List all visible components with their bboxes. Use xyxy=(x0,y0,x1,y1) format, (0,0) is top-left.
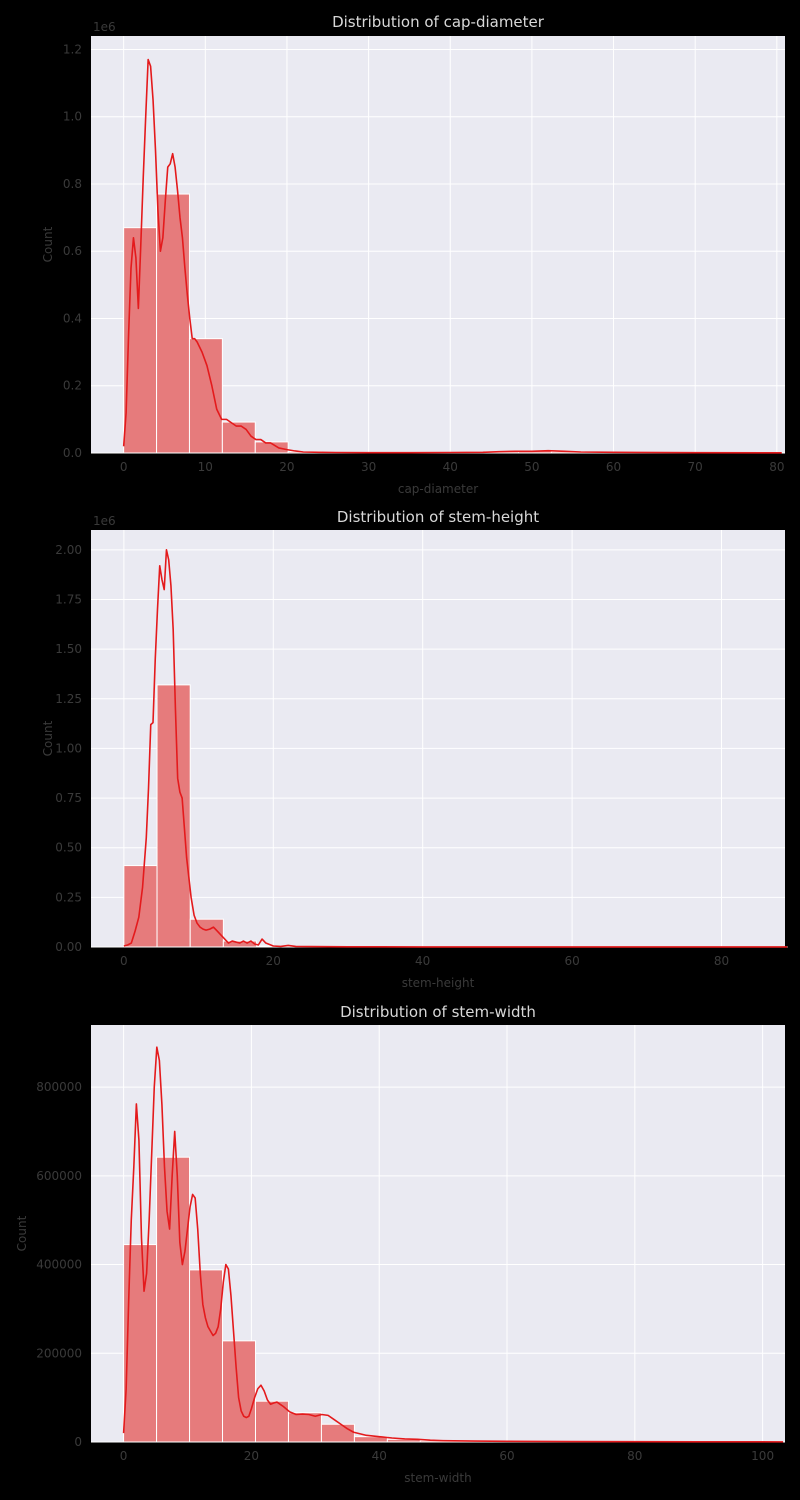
chart-title: Distribution of stem-height xyxy=(337,508,539,526)
chart-panel-1: 0 10 20 30 40 50 60 70 80 0.0 0.2 0.4 0.6 0.8 1.0 1.2 Di… xyxy=(41,13,785,496)
y-tick-label: 400000 xyxy=(36,1258,82,1272)
x-axis-label: stem-width xyxy=(404,1471,471,1485)
x-tick-label: 50 xyxy=(524,460,539,474)
y-tick-label: 600000 xyxy=(36,1169,82,1183)
y-tick-label: 1.2 xyxy=(63,42,82,56)
histogram-bar xyxy=(156,1156,191,1443)
histogram-bar xyxy=(254,441,289,454)
histogram-bar xyxy=(189,918,224,948)
y-tick-label: 0.0 xyxy=(63,446,82,460)
y-tick-label: 1.0 xyxy=(63,110,82,124)
axis-offset-text: 1e6 xyxy=(93,514,116,528)
histogram-bar xyxy=(320,1423,355,1443)
y-tick-label: 0.2 xyxy=(63,379,82,393)
y-tick-label: 800000 xyxy=(36,1080,82,1094)
chart-title: Distribution of stem-width xyxy=(340,1003,536,1021)
y-axis-label: Count xyxy=(41,226,55,262)
x-tick-label: 0 xyxy=(120,1449,128,1463)
y-axis-label: Count xyxy=(15,1215,29,1251)
chart-panel-2: 0 20 40 60 80 0.00 0.25 0.50 0.75 1.00 1.25 1.50 1.7… xyxy=(41,508,788,990)
histogram-bar xyxy=(123,1244,158,1443)
y-tick-label: 1.75 xyxy=(55,593,82,607)
y-tick-label: 1.25 xyxy=(55,692,82,706)
y-tick-label: 0.25 xyxy=(55,890,82,904)
x-tick-label: 80 xyxy=(714,954,729,968)
y-tick-label: 0.00 xyxy=(55,940,82,954)
x-tick-label: 70 xyxy=(688,460,703,474)
x-tick-label: 0 xyxy=(120,954,128,968)
x-tick-label: 80 xyxy=(627,1449,642,1463)
histogram-bar xyxy=(222,1340,256,1443)
histogram-bar xyxy=(221,421,256,454)
y-tick-label: 2.00 xyxy=(55,543,82,557)
histogram-bar xyxy=(156,193,190,454)
histogram-bar xyxy=(254,1400,289,1443)
histogram-bar xyxy=(188,338,223,454)
x-tick-label: 20 xyxy=(266,954,281,968)
x-tick-label: 30 xyxy=(361,460,376,474)
y-tick-label: 200000 xyxy=(36,1346,82,1360)
y-axis-label: Count xyxy=(41,720,55,756)
x-tick-label: 20 xyxy=(279,460,294,474)
y-tick-label: 1.50 xyxy=(55,642,82,656)
x-axis-label: cap-diameter xyxy=(398,482,478,496)
y-tick-label: 0.8 xyxy=(63,177,82,191)
x-tick-label: 20 xyxy=(244,1449,259,1463)
kde-line xyxy=(122,1046,784,1443)
chart-title: Distribution of cap-diameter xyxy=(332,13,545,31)
chart-panel-3: 0 20 40 60 80 100 0 200000 400000 600000 800000 Dis… xyxy=(15,1003,785,1485)
x-tick-label: 10 xyxy=(198,460,213,474)
x-tick-label: 100 xyxy=(751,1449,774,1463)
axis-offset-text: 1e6 xyxy=(93,20,116,34)
y-tick-label: 1.00 xyxy=(55,741,82,755)
y-tick-label: 0 xyxy=(74,1435,82,1449)
x-tick-label: 0 xyxy=(120,460,128,474)
x-tick-label: 60 xyxy=(606,460,621,474)
x-tick-label: 60 xyxy=(499,1449,514,1463)
histogram-bar xyxy=(287,1412,322,1443)
x-tick-label: 60 xyxy=(564,954,579,968)
x-tick-label: 40 xyxy=(372,1449,387,1463)
x-axis-label: stem-height xyxy=(402,976,475,990)
kde-line xyxy=(122,58,782,454)
histogram-bar xyxy=(189,1269,224,1443)
kde-line xyxy=(123,549,788,948)
x-tick-label: 40 xyxy=(443,460,458,474)
x-tick-label: 40 xyxy=(415,954,430,968)
plot-area xyxy=(91,530,785,947)
y-tick-label: 0.75 xyxy=(55,791,82,805)
y-tick-label: 0.4 xyxy=(63,311,82,325)
x-tick-label: 80 xyxy=(769,460,784,474)
histogram-bar xyxy=(156,684,191,948)
y-tick-label: 0.50 xyxy=(55,841,82,855)
y-tick-label: 0.6 xyxy=(63,244,82,258)
